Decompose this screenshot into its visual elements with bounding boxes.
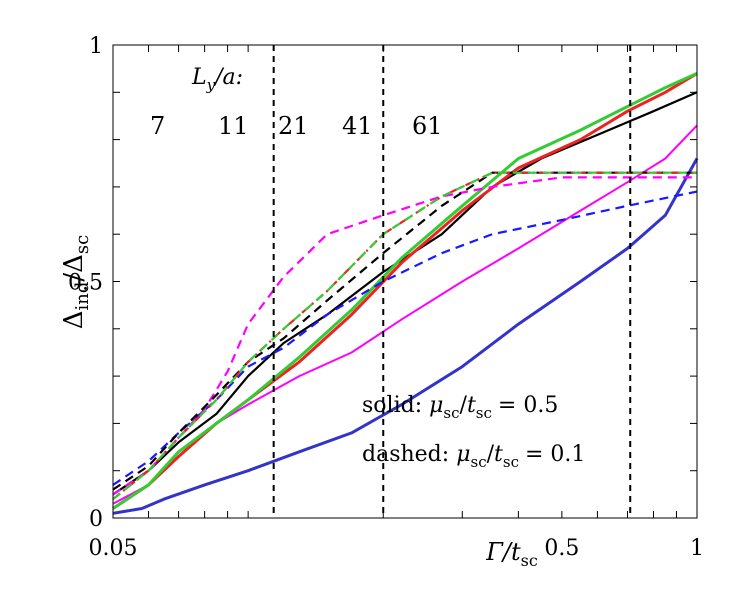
series-line-21-solid bbox=[112, 91, 698, 496]
y-tick-label: 0.5 bbox=[68, 271, 103, 296]
legend-title-tail: /a: bbox=[213, 65, 243, 90]
annotation-dashed-slash: / bbox=[487, 442, 495, 467]
legend-entry-11: 11 bbox=[218, 112, 249, 140]
x-axis-label: Γ/tsc bbox=[485, 538, 538, 570]
annotation-solid-value: = 0.5 bbox=[498, 393, 558, 418]
annotation-solid-t: t bbox=[467, 393, 476, 418]
series-line-61-solid bbox=[112, 72, 698, 510]
annotation-dashed-gap bbox=[449, 442, 456, 467]
legend-title-main: L bbox=[191, 65, 207, 90]
y-tick-label: 1 bbox=[89, 34, 103, 59]
y-axis-label-slash: / bbox=[59, 273, 89, 282]
y-axis-label-den: Δ bbox=[59, 254, 89, 273]
series-line-7-dashed bbox=[112, 190, 698, 486]
legend-title: Ly/a: bbox=[191, 65, 243, 94]
annotation-solid-slash: / bbox=[460, 393, 468, 418]
series-line-7-solid bbox=[112, 157, 699, 515]
y-tick-label: 0 bbox=[89, 507, 103, 532]
annotation-dashed-mu: μ bbox=[456, 442, 470, 467]
annotation-dashed-value: = 0.1 bbox=[525, 442, 585, 467]
legend-entry-61: 61 bbox=[412, 112, 443, 140]
x-tick-label: 0.5 bbox=[544, 536, 579, 561]
annotation-dashed-t-sub: sc bbox=[503, 453, 519, 471]
legend-entry-21: 21 bbox=[278, 112, 309, 140]
y-axis-label: Δind/Δsc bbox=[59, 235, 93, 330]
annotation-solid-prefix: solid: bbox=[362, 393, 422, 418]
annotation-dashed-mu-sub: sc bbox=[471, 453, 487, 471]
legend-entry-41: 41 bbox=[342, 112, 373, 140]
annotation-solid-mu: μ bbox=[429, 393, 443, 418]
annotation-dashed-prefix: dashed: bbox=[362, 442, 449, 467]
annotation-solid-t-sub: sc bbox=[476, 404, 492, 422]
x-axis-label-sub: sc bbox=[521, 551, 538, 570]
x-tick-label: 0.05 bbox=[89, 536, 138, 561]
annotation-solid-mu-sub: sc bbox=[443, 404, 459, 422]
legend-entry-7: 7 bbox=[150, 112, 165, 140]
y-axis-label-den-sub: sc bbox=[72, 235, 93, 254]
annotation-dashed: dashed: μsc/tsc = 0.1 bbox=[362, 442, 585, 471]
y-axis-label-num-sub: ind bbox=[72, 282, 93, 311]
annotation-solid: solid: μsc/tsc = 0.5 bbox=[362, 393, 558, 422]
series-line-21-dashed bbox=[112, 171, 697, 491]
series-line-41-solid bbox=[112, 72, 698, 510]
annotation-dashed-t: t bbox=[494, 442, 503, 467]
annotation-solid-gap bbox=[422, 393, 429, 418]
legend-title-sub: y bbox=[206, 76, 216, 94]
x-tick-label: 1 bbox=[690, 536, 704, 561]
series-line-61-dashed bbox=[112, 171, 697, 500]
x-axis-label-main: Γ/t bbox=[485, 538, 521, 566]
y-axis-label-num: Δ bbox=[59, 310, 89, 329]
